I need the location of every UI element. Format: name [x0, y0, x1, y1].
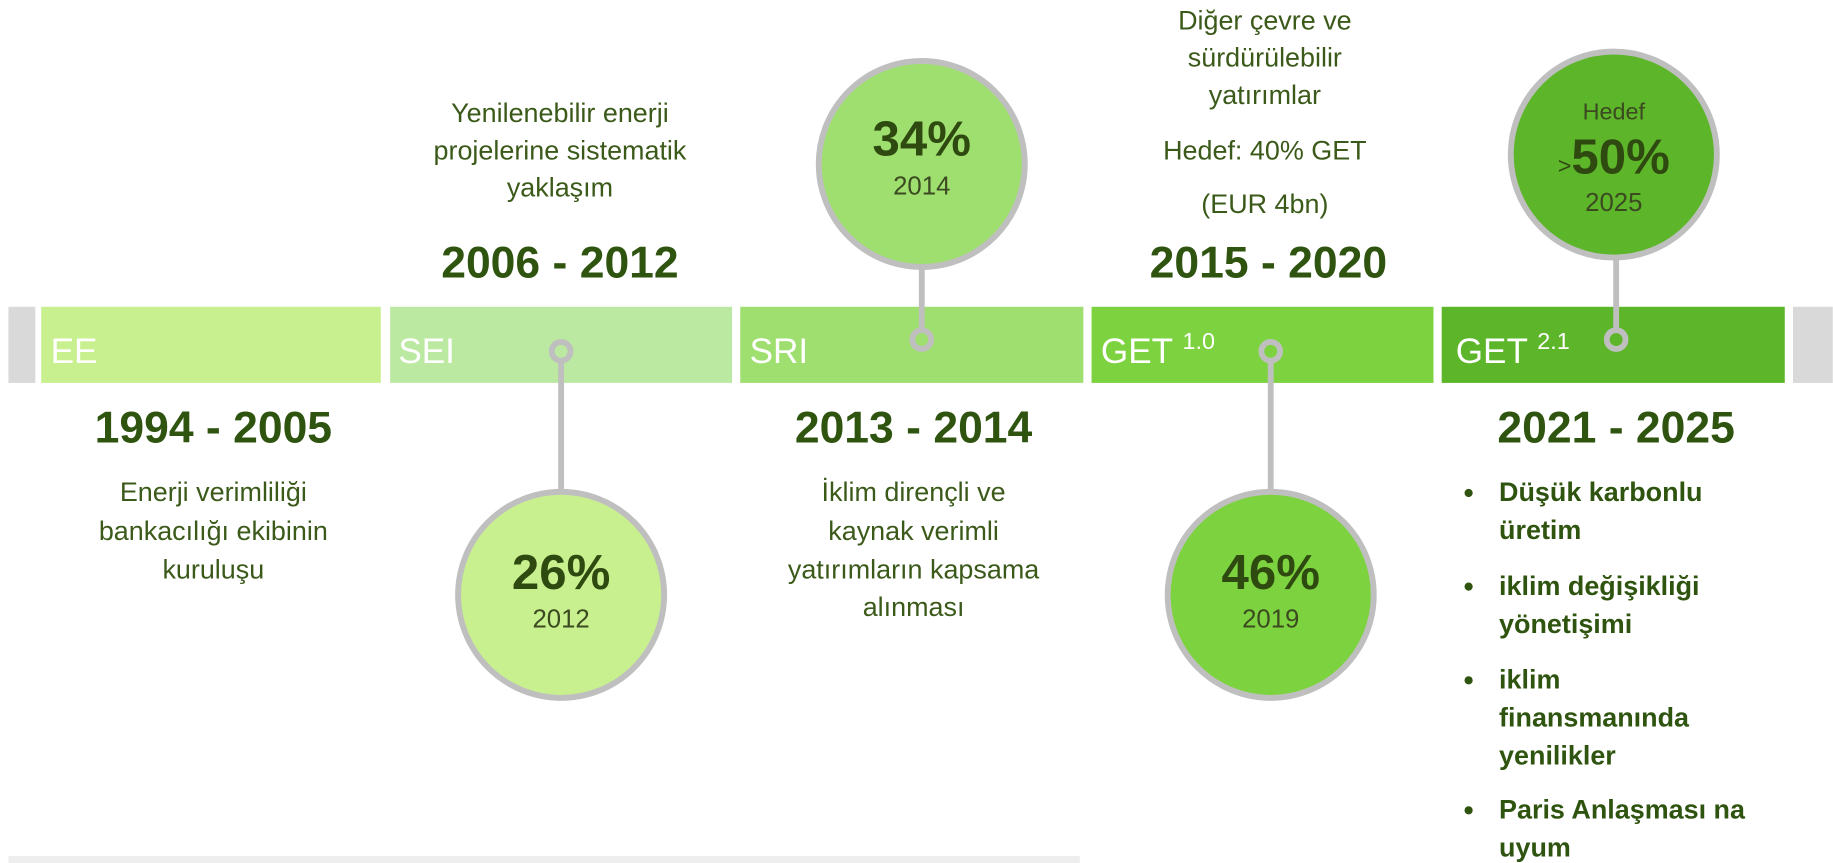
period-years: 2013 - 2014 [795, 404, 1033, 453]
period-years: 2021 - 2025 [1497, 404, 1734, 453]
connector-ring [909, 327, 935, 352]
bullet-dot [1464, 488, 1473, 498]
circle [815, 57, 1028, 270]
segment-label: SRI [750, 332, 809, 371]
bullet-text: iklim değişikliği [1499, 571, 1699, 601]
circle-year: 2025 [1585, 189, 1642, 217]
segment-label: GET 1.0 [1101, 328, 1215, 371]
connector-ring [1603, 327, 1629, 352]
period-text: kuruluşu [162, 554, 264, 584]
bar-stub [8, 306, 36, 383]
circle-caption: Hedef [1583, 98, 1646, 124]
segment [41, 306, 381, 383]
bullet-text: uyum [1499, 833, 1571, 863]
bar-stub [1792, 306, 1833, 383]
bullet-text: iklim [1499, 665, 1560, 695]
bullet-dot [1464, 676, 1473, 685]
bullet-text: üretim [1499, 515, 1581, 545]
segment-label: EE [51, 332, 98, 371]
circle-prefix: > [1558, 152, 1572, 178]
period-text: (EUR 4bn) [1201, 189, 1328, 219]
period-text: alınması [863, 592, 965, 622]
circle [455, 488, 668, 701]
period-text: İklim dirençli ve [822, 476, 1006, 507]
bullet-text: Düşük karbonlu [1499, 477, 1702, 507]
period-years: 2015 - 2020 [1150, 239, 1387, 288]
circle-year: 2012 [532, 606, 589, 634]
segment-sup: 1.0 [1182, 328, 1215, 354]
circle-value: 50% [1571, 129, 1669, 184]
period-text: Yenilenebilir enerji [451, 98, 669, 128]
period-text: yatırımların kapsama [788, 554, 1039, 584]
bullet-text: Paris Anlaşması na [1499, 795, 1746, 825]
connector-ring [1258, 338, 1284, 364]
circle [1164, 488, 1377, 701]
footer-bar [8, 855, 1080, 863]
period-years: 2006 - 2012 [441, 239, 678, 288]
period-text: bankacılığı ekibinin [99, 516, 328, 546]
period-text: projelerine sistematik [434, 135, 687, 165]
period-text: yatırımlar [1209, 80, 1321, 110]
bullet-text: yenilikler [1499, 741, 1616, 771]
period-text: Hedef: 40% GET [1163, 135, 1367, 165]
circle [1507, 48, 1720, 261]
period-years: 1994 - 2005 [95, 404, 332, 453]
segment-sup: 2.1 [1537, 328, 1570, 354]
period-text: Enerji verimliliği [120, 477, 307, 507]
circle-year: 2014 [893, 172, 950, 200]
bullet-dot [1464, 806, 1473, 815]
segment-label: GET [1456, 332, 1528, 371]
period-text: kaynak verimli [828, 516, 999, 546]
connector-ring [548, 338, 574, 364]
period-text: Diğer çevre ve [1178, 5, 1352, 35]
circle-value: 34% [873, 112, 971, 167]
circle-value: 46% [1222, 545, 1320, 600]
segment-label: GET [1101, 332, 1173, 371]
bullet-text: yönetişimi [1499, 609, 1632, 639]
circle-year: 2019 [1242, 606, 1299, 634]
bullet-text: finansmanında [1499, 703, 1690, 733]
segment-label: SEI [398, 332, 455, 371]
bullet-list: Düşük karbonlu üretim iklim değişikliği yön… [1464, 477, 1746, 863]
period-text: yaklaşım [507, 173, 613, 203]
segment-label: GET 2.1 [1456, 328, 1570, 371]
bullet-dot [1464, 582, 1473, 591]
circle-value: 26% [512, 545, 610, 600]
period-text: sürdürülebilir [1188, 43, 1342, 73]
circle-value: >50% [1558, 129, 1670, 184]
